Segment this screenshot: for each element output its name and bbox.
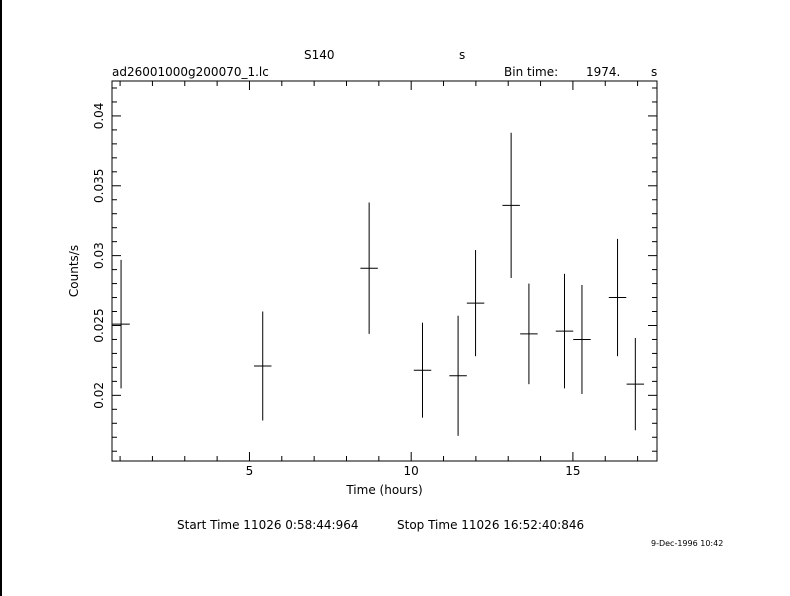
- filename-label: ad26001000g200070_1.lc: [112, 65, 269, 79]
- y-tick-label: 0.035: [92, 169, 106, 203]
- data-point: [413, 322, 432, 418]
- x-tick-label: 10: [404, 464, 419, 478]
- stop-time-label: Stop Time 11026 16:52:40:846: [397, 518, 585, 532]
- data-point: [573, 284, 591, 394]
- data-point: [555, 273, 574, 389]
- plot-frame: [111, 80, 658, 462]
- y-axis-label: Counts/s: [67, 245, 81, 297]
- bin-time-label: Bin time:: [504, 65, 559, 79]
- bin-time-unit: s: [651, 65, 658, 79]
- y-tick-label: 0.04: [92, 103, 106, 130]
- data-point: [112, 259, 130, 389]
- data-point: [449, 315, 467, 436]
- data-point: [360, 202, 378, 334]
- y-tick-label: 0.025: [92, 308, 106, 342]
- data-points: [112, 132, 645, 436]
- y-tick-label: 0.02: [92, 382, 106, 409]
- start-time-label: Start Time 11026 0:58:44:964: [177, 518, 359, 532]
- bin-time-value: 1974.: [586, 65, 621, 79]
- plot-timestamp: 9-Dec-1996 10:42: [651, 539, 724, 548]
- object-unit-label: s: [459, 48, 466, 62]
- x-axis-label: Time (hours): [345, 483, 422, 497]
- data-point: [608, 238, 627, 357]
- window-left-border: [0, 0, 2, 596]
- data-point: [626, 338, 645, 431]
- object-label: S140: [304, 48, 335, 62]
- data-point: [253, 311, 272, 421]
- x-tick-label: 15: [565, 464, 580, 478]
- data-point: [502, 132, 520, 278]
- data-point: [466, 250, 485, 357]
- x-tick-label: 5: [246, 464, 254, 478]
- data-point: [520, 283, 538, 385]
- y-tick-label: 0.03: [92, 242, 106, 269]
- axis-tick-labels: 5 10 15 0.02 0.025 0.03 0.035 0.04: [92, 103, 581, 478]
- axis-ticks: [112, 81, 657, 461]
